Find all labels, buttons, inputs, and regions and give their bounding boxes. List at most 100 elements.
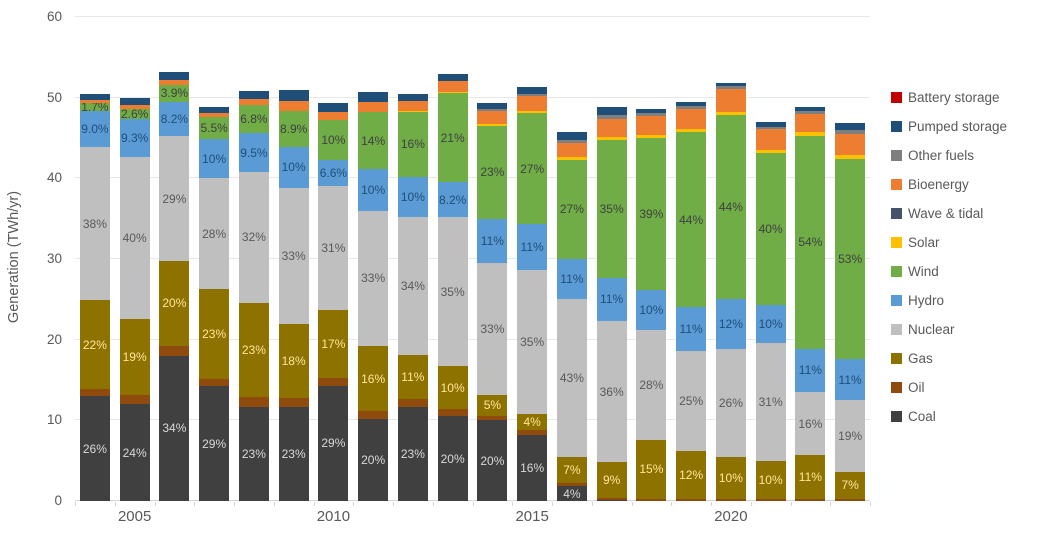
segment-wind-2014[interactable] — [477, 125, 508, 219]
legend-item-oil[interactable]: Oil — [891, 379, 1007, 396]
segment-coal-2010[interactable] — [318, 385, 349, 501]
segment-oil-2015[interactable] — [517, 430, 548, 435]
segment-wind-2016[interactable] — [556, 159, 587, 259]
segment-hydro-2012[interactable] — [397, 176, 428, 218]
segment-coal-2015[interactable] — [517, 434, 548, 501]
segment-nuclear-2015[interactable] — [517, 269, 548, 414]
segment-nuclear-2022[interactable] — [795, 392, 826, 456]
segment-bioenergy-2019[interactable] — [676, 108, 707, 130]
segment-bioenergy-2011[interactable] — [358, 101, 389, 113]
segment-pumped-storage-2018[interactable] — [636, 108, 667, 113]
segment-bioenergy-2016[interactable] — [556, 142, 587, 158]
segment-bioenergy-2015[interactable] — [517, 96, 548, 111]
segment-nuclear-2017[interactable] — [596, 321, 627, 463]
segment-nuclear-2014[interactable] — [477, 263, 508, 396]
segment-wind-2009[interactable] — [278, 110, 309, 147]
segment-pumped-storage-2015[interactable] — [517, 87, 548, 94]
segment-other-fuels-2019[interactable] — [676, 105, 707, 109]
segment-oil-2007[interactable] — [199, 379, 230, 387]
segment-pumped-storage-2014[interactable] — [477, 102, 508, 109]
segment-wind-2018[interactable] — [636, 138, 667, 291]
segment-gas-2008[interactable] — [238, 302, 269, 397]
segment-coal-2017[interactable] — [596, 500, 627, 501]
segment-wind-2005[interactable] — [119, 108, 150, 120]
segment-bioenergy-2021[interactable] — [755, 129, 786, 151]
segment-oil-2010[interactable] — [318, 377, 349, 386]
segment-gas-2018[interactable] — [636, 439, 667, 499]
segment-pumped-storage-2022[interactable] — [795, 106, 826, 111]
segment-gas-2022[interactable] — [795, 455, 826, 499]
segment-gas-2007[interactable] — [199, 288, 230, 380]
segment-wind-2015[interactable] — [517, 113, 548, 225]
segment-wind-2022[interactable] — [795, 136, 826, 349]
segment-solar-2013[interactable] — [437, 92, 468, 93]
segment-pumped-storage-2019[interactable] — [676, 101, 707, 106]
segment-solar-2015[interactable] — [517, 110, 548, 113]
segment-bioenergy-2017[interactable] — [596, 118, 627, 138]
segment-other-fuels-2016[interactable] — [556, 139, 587, 143]
segment-oil-2021[interactable] — [755, 498, 786, 501]
segment-coal-2012[interactable] — [397, 407, 428, 501]
segment-bioenergy-2013[interactable] — [437, 80, 468, 93]
segment-gas-2004[interactable] — [79, 300, 110, 389]
segment-gas-2009[interactable] — [278, 323, 309, 398]
segment-nuclear-2021[interactable] — [755, 342, 786, 461]
segment-wind-2011[interactable] — [358, 112, 389, 170]
segment-pumped-storage-2012[interactable] — [397, 93, 428, 101]
segment-wind-2007[interactable] — [199, 117, 230, 139]
segment-oil-2020[interactable] — [715, 498, 746, 501]
segment-gas-2020[interactable] — [715, 456, 746, 499]
legend-item-nuclear[interactable]: Nuclear — [891, 321, 1007, 338]
segment-hydro-2017[interactable] — [596, 277, 627, 322]
segment-coal-2004[interactable] — [79, 396, 110, 501]
segment-gas-2013[interactable] — [437, 366, 468, 410]
segment-bioenergy-2018[interactable] — [636, 116, 667, 135]
segment-other-fuels-2014[interactable] — [477, 108, 508, 112]
segment-oil-2012[interactable] — [397, 399, 428, 408]
segment-wind-2012[interactable] — [397, 111, 428, 177]
segment-bioenergy-2004[interactable] — [79, 100, 110, 104]
segment-nuclear-2008[interactable] — [238, 171, 269, 303]
segment-nuclear-2011[interactable] — [358, 210, 389, 347]
segment-oil-2016[interactable] — [556, 483, 587, 487]
segment-hydro-2015[interactable] — [517, 224, 548, 270]
segment-coal-2008[interactable] — [238, 406, 269, 501]
segment-coal-2013[interactable] — [437, 416, 468, 501]
segment-hydro-2011[interactable] — [358, 169, 389, 211]
legend-item-bioenergy[interactable]: Bioenergy — [891, 176, 1007, 193]
segment-coal-2014[interactable] — [477, 420, 508, 501]
segment-coal-2011[interactable] — [358, 418, 389, 501]
segment-oil-2017[interactable] — [596, 497, 627, 501]
legend-item-wind[interactable]: Wind — [891, 263, 1007, 280]
segment-gas-2006[interactable] — [159, 260, 190, 347]
segment-gas-2023[interactable] — [835, 471, 866, 499]
segment-pumped-storage-2010[interactable] — [318, 103, 349, 113]
segment-gas-2011[interactable] — [358, 346, 389, 412]
segment-gas-2014[interactable] — [477, 395, 508, 416]
segment-coal-2009[interactable] — [278, 406, 309, 501]
segment-oil-2019[interactable] — [676, 498, 707, 501]
segment-hydro-2010[interactable] — [318, 159, 349, 187]
segment-hydro-2005[interactable] — [119, 119, 150, 158]
segment-solar-2017[interactable] — [596, 137, 627, 141]
segment-wind-2006[interactable] — [159, 84, 190, 102]
segment-pumped-storage-2013[interactable] — [437, 74, 468, 81]
segment-nuclear-2012[interactable] — [397, 217, 428, 355]
segment-hydro-2009[interactable] — [278, 146, 309, 189]
segment-nuclear-2010[interactable] — [318, 186, 349, 310]
segment-hydro-2016[interactable] — [556, 259, 587, 300]
segment-nuclear-2009[interactable] — [278, 188, 309, 324]
segment-nuclear-2016[interactable] — [556, 299, 587, 458]
segment-other-fuels-2017[interactable] — [596, 114, 627, 119]
segment-solar-2020[interactable] — [715, 112, 746, 116]
legend-item-solar[interactable]: Solar — [891, 234, 1007, 251]
segment-pumped-storage-2009[interactable] — [278, 90, 309, 101]
segment-hydro-2020[interactable] — [715, 298, 746, 349]
segment-hydro-2007[interactable] — [199, 138, 230, 179]
segment-nuclear-2004[interactable] — [79, 146, 110, 301]
segment-oil-2014[interactable] — [477, 415, 508, 421]
segment-oil-2004[interactable] — [79, 388, 110, 397]
segment-pumped-storage-2004[interactable] — [79, 94, 110, 101]
segment-wind-2019[interactable] — [676, 132, 707, 308]
legend-item-hydro[interactable]: Hydro — [891, 292, 1007, 309]
